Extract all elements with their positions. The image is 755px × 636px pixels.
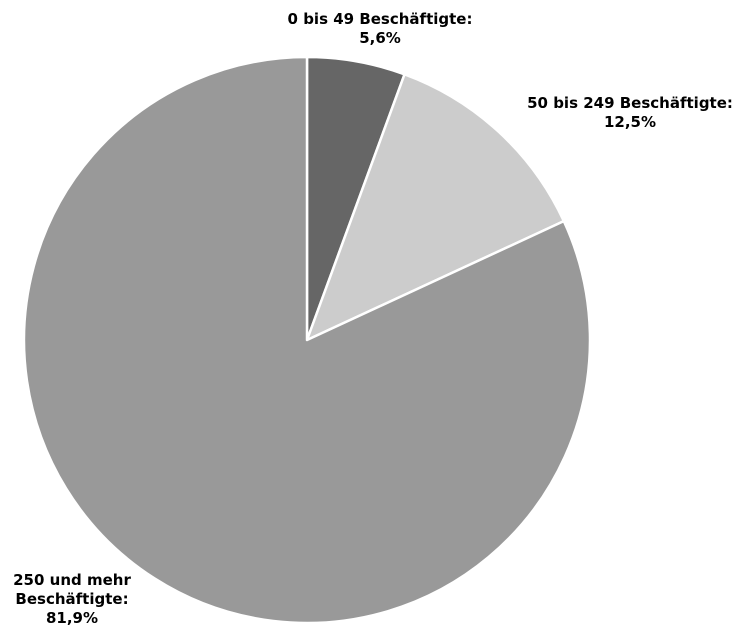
pie-slice-2 bbox=[22, 55, 592, 625]
pie-slices bbox=[22, 55, 592, 625]
slice-label-1-line-0: 50 bis 249 Beschäftigte: bbox=[527, 94, 733, 112]
slice-label-1-line-1: 12,5% bbox=[604, 113, 656, 131]
slice-label-0-line-1: 5,6% bbox=[359, 29, 401, 47]
pie-labels: 0 bis 49 Beschäftigte: 5,6% 50 bis 249 Bes… bbox=[13, 10, 733, 627]
slice-label-0: 0 bis 49 Beschäftigte: 5,6% bbox=[288, 10, 473, 47]
slice-label-2: 250 und mehr Beschäftigte: 81,9% bbox=[13, 571, 131, 627]
slice-label-1: 50 bis 249 Beschäftigte: 12,5% bbox=[527, 94, 733, 131]
slice-label-2-line-2: 81,9% bbox=[46, 609, 98, 627]
slice-label-2-line-1: Beschäftigte: bbox=[15, 590, 128, 608]
pie-slice-1 bbox=[305, 73, 566, 342]
slice-label-0-line-0: 0 bis 49 Beschäftigte: bbox=[288, 10, 473, 28]
slice-label-2-line-0: 250 und mehr bbox=[13, 571, 131, 589]
